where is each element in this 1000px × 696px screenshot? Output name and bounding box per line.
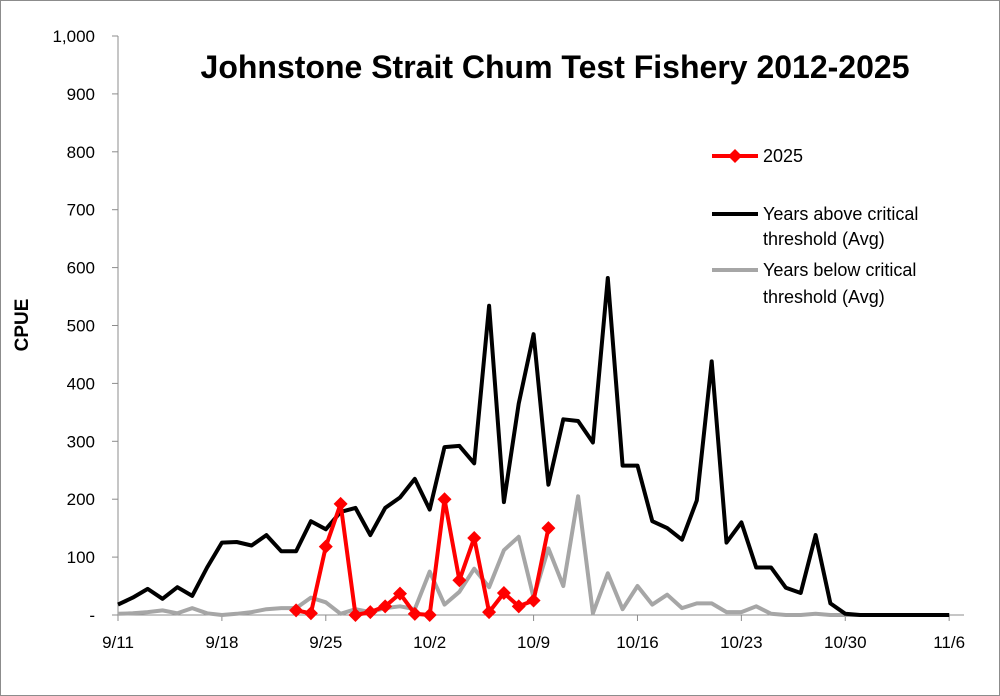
x-tick-label: 9/25 xyxy=(309,633,342,652)
series-2025-point xyxy=(511,599,526,614)
series-2025-point xyxy=(303,606,318,621)
y-tick-label: 300 xyxy=(67,432,95,451)
series-2025-point xyxy=(348,608,363,622)
x-tick-label: 10/16 xyxy=(616,633,659,652)
chart-title: Johnstone Strait Chum Test Fishery 2012-… xyxy=(201,49,910,85)
axes xyxy=(117,36,964,616)
x-tick-label: 9/18 xyxy=(205,633,238,652)
series-2025-point xyxy=(467,530,482,545)
legend: 2025 Years above critical threshold (Avg… xyxy=(712,146,918,307)
x-tick-label: 10/30 xyxy=(824,633,867,652)
series-2025 xyxy=(289,492,556,622)
series-2025-point xyxy=(378,599,393,614)
series-2025-point xyxy=(526,593,541,608)
x-tick-label: 11/6 xyxy=(933,633,965,652)
y-tick-label: - xyxy=(89,606,95,625)
series-above-critical-line xyxy=(117,276,950,617)
series-2025-point xyxy=(318,539,333,554)
series-2025-point xyxy=(393,586,407,601)
y-tick-label: 500 xyxy=(67,317,95,336)
y-tick-label: 600 xyxy=(67,259,95,278)
legend-above-label-line1: Years above critical xyxy=(763,204,918,224)
legend-2025-label: 2025 xyxy=(763,146,803,166)
series-2025-point xyxy=(407,606,422,621)
series-2025-point xyxy=(333,496,348,511)
y-tick-label: 700 xyxy=(67,201,95,220)
y-tick-label: 900 xyxy=(67,85,95,104)
series-2025-point xyxy=(541,521,556,536)
series-2025-point xyxy=(422,608,437,622)
series-2025-point xyxy=(496,585,511,600)
x-tick-label: 9/11 xyxy=(102,633,134,652)
series-2025-point xyxy=(437,492,452,507)
series-2025-point xyxy=(452,573,467,588)
y-axis-label: CPUE xyxy=(12,299,33,352)
legend-below-label-line2: threshold (Avg) xyxy=(763,287,885,307)
x-ticks: 9/11 9/18 9/25 10/2 10/9 10/16 10/23 10/30 11/6 xyxy=(102,615,965,652)
series-years-above-critical xyxy=(117,276,950,617)
y-tick-label: 400 xyxy=(67,374,95,393)
series-2025-point xyxy=(363,605,378,620)
y-tick-label: 800 xyxy=(67,143,95,162)
series-2025-point xyxy=(482,605,497,620)
y-tick-label: 100 xyxy=(67,548,95,567)
legend-below-label-line1: Years below critical xyxy=(763,260,916,280)
series-2025-point xyxy=(289,603,304,618)
y-tick-label: 1,000 xyxy=(52,27,95,46)
series-2025-line xyxy=(295,497,551,617)
y-ticks: - 100 200 300 400 500 600 700 800 900 1,000 xyxy=(52,27,118,625)
x-tick-label: 10/23 xyxy=(720,633,763,652)
legend-above-label-line2: threshold (Avg) xyxy=(763,229,885,249)
x-tick-label: 10/9 xyxy=(517,633,550,652)
x-tick-label: 10/2 xyxy=(413,633,446,652)
legend-2025-marker xyxy=(728,149,742,163)
y-tick-label: 200 xyxy=(67,490,95,509)
